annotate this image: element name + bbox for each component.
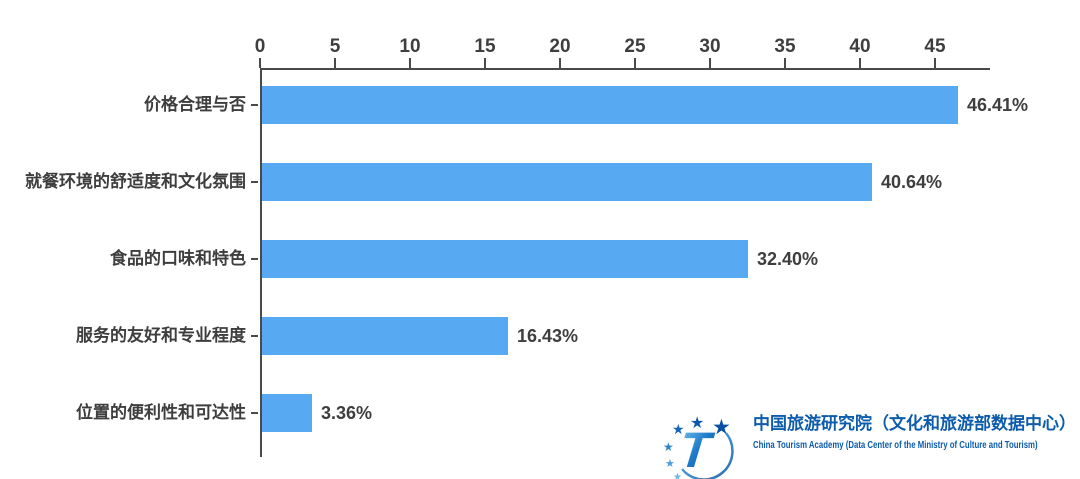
x-tick-mark — [709, 58, 711, 68]
bar — [262, 240, 748, 278]
x-tick-mark — [559, 58, 561, 68]
y-tick-mark — [251, 181, 258, 183]
china-tourism-academy-logo-icon: ★ ★ ★ ★ ★ ★ T — [663, 415, 734, 479]
category-label: 位置的便利性和可达性 — [76, 403, 246, 422]
x-tick-label: 10 — [399, 36, 421, 57]
x-tick-label: 45 — [924, 36, 946, 57]
y-axis-line — [260, 68, 262, 457]
y-tick-mark — [251, 335, 258, 337]
svg-text:★: ★ — [663, 440, 674, 454]
x-tick-mark — [859, 58, 861, 68]
category-label: 就餐环境的舒适度和文化氛围 — [25, 172, 246, 191]
x-tick-label: 25 — [624, 36, 646, 57]
x-tick-label: 35 — [774, 36, 796, 57]
y-tick-mark — [251, 104, 258, 106]
x-tick-label: 30 — [699, 36, 721, 57]
x-axis-line — [260, 68, 990, 70]
svg-text:★: ★ — [665, 458, 675, 470]
y-tick-mark — [251, 258, 258, 260]
x-tick-mark — [934, 58, 936, 68]
x-tick-mark — [484, 58, 486, 68]
x-tick-mark — [334, 58, 336, 68]
category-label: 服务的友好和专业程度 — [76, 326, 246, 345]
y-tick-mark — [251, 412, 258, 414]
value-label: 32.40% — [757, 249, 819, 269]
value-label: 16.43% — [517, 326, 579, 346]
value-label: 3.36% — [321, 403, 373, 423]
svg-text:T: T — [677, 422, 718, 478]
org-name-zh: 中国旅游研究院（文化和旅游部数据中心） — [753, 414, 1076, 433]
bar — [262, 394, 312, 432]
category-label: 食品的口味和特色 — [110, 249, 246, 268]
bar — [262, 317, 508, 355]
svg-text:★: ★ — [690, 415, 704, 432]
x-tick-label: 20 — [549, 36, 571, 57]
x-tick-mark — [634, 58, 636, 68]
bar — [262, 163, 872, 201]
value-label: 40.64% — [881, 172, 943, 192]
category-label: 价格合理与否 — [144, 95, 246, 114]
x-tick-label: 40 — [849, 36, 871, 57]
x-tick-label: 0 — [254, 36, 266, 57]
x-tick-mark — [784, 58, 786, 68]
x-tick-label: 15 — [474, 36, 496, 57]
svg-text:★: ★ — [673, 472, 682, 479]
x-tick-mark — [259, 58, 261, 68]
x-tick-mark — [409, 58, 411, 68]
org-name-en: China Tourism Academy (Data Center of th… — [753, 440, 1038, 451]
bar — [262, 86, 958, 124]
svg-text:★: ★ — [672, 421, 685, 437]
value-label: 46.41% — [967, 95, 1029, 115]
svg-text:★: ★ — [712, 416, 731, 439]
x-tick-label: 5 — [329, 36, 341, 57]
